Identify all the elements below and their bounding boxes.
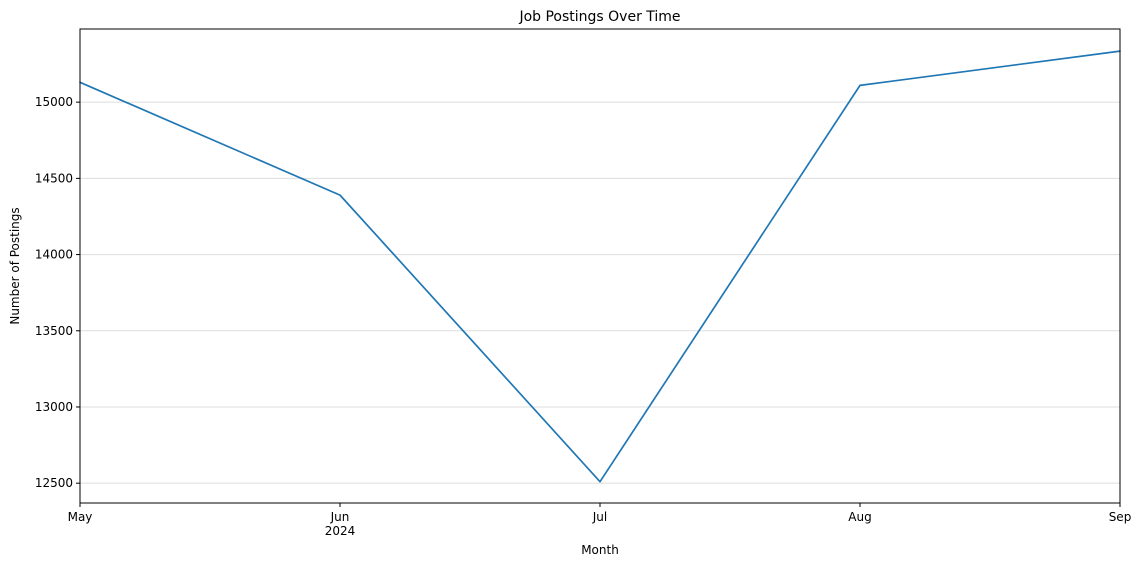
x-axis: May Jun Jul Aug Sep 2024 bbox=[68, 503, 1132, 538]
y-tick-label: 14500 bbox=[35, 171, 73, 185]
data-point bbox=[599, 480, 601, 483]
y-tick-label: 13500 bbox=[35, 324, 73, 338]
y-axis: 12500 13000 13500 14000 14500 15000 bbox=[35, 95, 80, 490]
x-tick-label: May bbox=[68, 510, 93, 524]
y-axis-label: Number of Postings bbox=[8, 207, 22, 324]
x-axis-label: Month bbox=[581, 543, 619, 557]
data-point bbox=[339, 194, 341, 196]
y-tick-label: 15000 bbox=[35, 95, 73, 109]
x-tick-label: Jun bbox=[330, 510, 350, 524]
series-line bbox=[79, 50, 1121, 483]
chart-title: Job Postings Over Time bbox=[518, 9, 680, 25]
grid-lines bbox=[80, 101, 1120, 484]
series-layer bbox=[79, 50, 1121, 483]
x-tick-label: Aug bbox=[848, 510, 871, 524]
plot-frame bbox=[79, 28, 1121, 504]
data-point bbox=[859, 84, 861, 87]
x-tick-label: Sep bbox=[1109, 510, 1132, 524]
y-tick-label: 12500 bbox=[35, 476, 73, 490]
x-tick-year-label: 2024 bbox=[325, 524, 356, 538]
x-tick-label: Jul bbox=[592, 510, 607, 524]
y-tick-label: 14000 bbox=[35, 248, 73, 262]
y-tick-label: 13000 bbox=[35, 400, 73, 414]
